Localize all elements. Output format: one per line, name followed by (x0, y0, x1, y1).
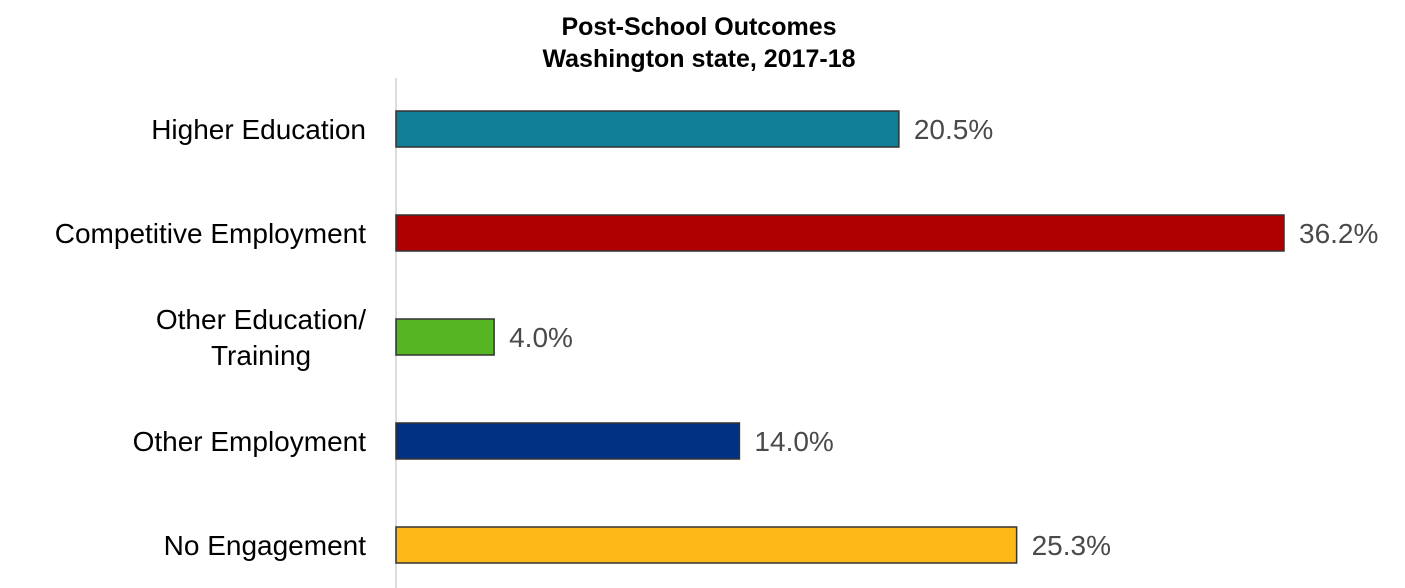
data-label: 36.2% (1299, 218, 1378, 249)
data-label: 4.0% (509, 322, 573, 353)
bars-group: Higher Education 20.5% Competitive Employm… (55, 110, 1378, 564)
bar (395, 526, 1018, 564)
category-label: Training (211, 340, 311, 371)
chart-title: Post-School Outcomes Washington state, 20… (542, 13, 855, 73)
category-label: Higher Education (151, 114, 366, 145)
bar (395, 110, 900, 148)
category-label: Competitive Employment (55, 218, 366, 249)
category-label: No Engagement (164, 530, 367, 561)
category-label: Other Employment (133, 426, 367, 457)
category-label: Other Education/ (156, 304, 366, 335)
bar (395, 214, 1285, 252)
data-label: 20.5% (914, 114, 993, 145)
data-label: 14.0% (754, 426, 833, 457)
chart-title-line: Post-School Outcomes (561, 13, 836, 41)
bar (395, 422, 741, 460)
data-label: 25.3% (1032, 530, 1111, 561)
bar (395, 318, 495, 356)
chart-title-line: Washington state, 2017-18 (542, 45, 855, 73)
